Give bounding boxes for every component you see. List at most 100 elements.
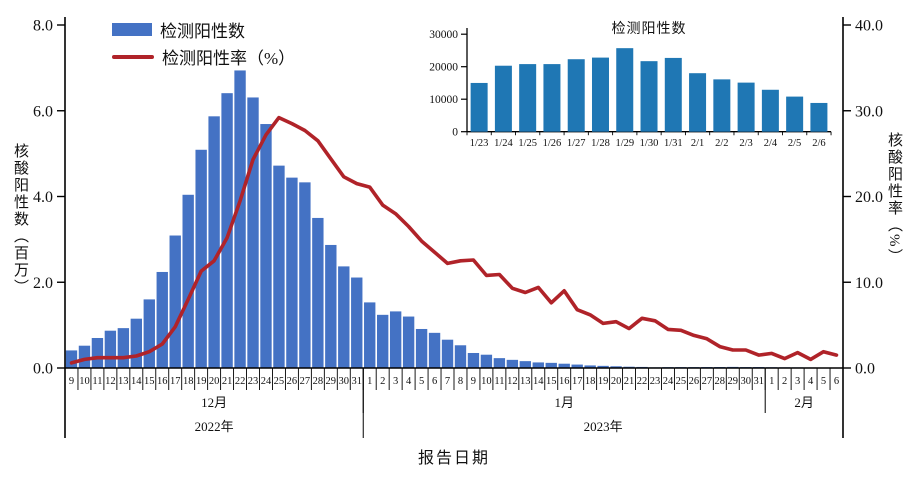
left-axis-tick-label: 2.0 [33, 275, 53, 292]
day-label: 9 [69, 376, 74, 387]
day-label: 19 [196, 376, 207, 387]
day-label: 10 [481, 376, 492, 387]
day-label: 3 [393, 376, 398, 387]
bar-day-25 [377, 314, 389, 368]
day-label: 26 [689, 376, 700, 387]
day-label: 27 [300, 376, 311, 387]
day-label: 11 [92, 376, 102, 387]
day-label: 4 [808, 376, 814, 387]
year-label: 2022年 [195, 419, 234, 434]
day-label: 13 [520, 376, 531, 387]
bar-day-14 [234, 70, 246, 368]
bar-day-40 [571, 364, 583, 368]
bar-day-16 [260, 124, 272, 368]
day-label: 16 [559, 376, 570, 387]
positivity-rate-line [69, 115, 839, 365]
inset-x-label: 1/26 [543, 138, 562, 149]
day-label: 1 [367, 376, 372, 387]
day-label: 14 [131, 376, 142, 387]
bar-day-28 [415, 328, 428, 368]
day-label: 25 [274, 376, 285, 387]
inset-bar-1/30 [640, 61, 658, 132]
bar-day-7 [143, 299, 155, 368]
day-label: 8 [458, 376, 463, 387]
legend-item-positives: 检测阳性数 [112, 16, 295, 43]
bar-day-32 [467, 352, 480, 368]
bar-day-30 [441, 339, 454, 368]
inset-bar-2/4 [761, 89, 779, 132]
day-label: 4 [406, 376, 412, 387]
inset-bar-1/31 [664, 57, 682, 132]
month-label: 2月 [794, 395, 814, 410]
bar-day-26 [389, 311, 402, 368]
bar-day-38 [545, 362, 557, 368]
left-axis-tick-label: 8.0 [33, 18, 53, 35]
day-label: 12 [507, 376, 518, 387]
day-label: 21 [222, 376, 233, 387]
inset-chart-title: 检测阳性数 [611, 22, 687, 37]
day-label: 2 [782, 376, 787, 387]
day-label: 28 [313, 376, 324, 387]
bar-day-8 [156, 271, 168, 368]
inset-x-label: 1/29 [615, 138, 634, 149]
bar-day-11 [195, 149, 207, 368]
inset-bar-1/28 [591, 57, 609, 132]
day-label: 15 [144, 376, 155, 387]
day-label: 31 [352, 376, 363, 387]
inset-bar-2/2 [713, 79, 731, 132]
inset-bar-2/1 [689, 73, 707, 132]
day-label: 30 [741, 376, 752, 387]
day-label: 14 [533, 376, 544, 387]
bar-day-18 [286, 177, 298, 368]
day-label: 30 [339, 376, 350, 387]
day-label: 24 [663, 376, 674, 387]
day-label: 3 [795, 376, 800, 387]
bar-day-35 [506, 359, 519, 368]
inset-x-label: 2/5 [788, 138, 801, 149]
day-label: 7 [445, 376, 450, 387]
day-label: 19 [598, 376, 609, 387]
day-label: 31 [753, 376, 764, 387]
day-label: 11 [494, 376, 504, 387]
inset-bar-1/25 [519, 64, 537, 132]
inset-y-tick-label: 20000 [429, 62, 458, 74]
bar-day-2 [78, 345, 91, 368]
day-label: 5 [821, 376, 826, 387]
day-label: 20 [209, 376, 220, 387]
bar-day-17 [273, 165, 285, 368]
legend-label-rate: 检测阳性率（%） [162, 49, 296, 68]
inset-x-label: 2/3 [739, 138, 752, 149]
inset-bar-2/3 [737, 82, 755, 132]
left-axis-tick-label: 6.0 [33, 103, 53, 120]
line-swatch-icon [112, 54, 154, 59]
bar-day-23 [351, 277, 363, 368]
right-axis-tick-label: 30.0 [855, 103, 883, 120]
bar-day-43 [610, 366, 622, 368]
inset-bar-2/5 [786, 96, 804, 132]
bar-day-15 [247, 97, 259, 369]
bar-day-34 [493, 358, 506, 368]
day-label: 23 [650, 376, 661, 387]
inset-bar-2/6 [810, 102, 828, 132]
inset-x-label: 2/4 [764, 138, 778, 149]
day-label: 12 [105, 376, 116, 387]
bar-day-12 [208, 116, 220, 368]
bar-day-3 [91, 337, 104, 368]
bar-day-41 [584, 365, 596, 368]
bar-day-10 [182, 194, 194, 368]
day-label: 21 [624, 376, 635, 387]
day-label: 25 [676, 376, 687, 387]
day-label: 17 [572, 376, 583, 387]
month-label: 1月 [554, 395, 574, 410]
inset-x-label: 1/31 [664, 138, 683, 149]
day-label: 6 [834, 376, 839, 387]
inset-y-tick-label: 10000 [429, 94, 458, 106]
right-axis-tick-label: 10.0 [855, 275, 883, 292]
inset-bar-1/29 [616, 48, 634, 132]
inset-x-label: 2/1 [691, 138, 704, 149]
day-label: 27 [702, 376, 713, 387]
day-label: 29 [326, 376, 337, 387]
day-label: 1 [769, 376, 774, 387]
